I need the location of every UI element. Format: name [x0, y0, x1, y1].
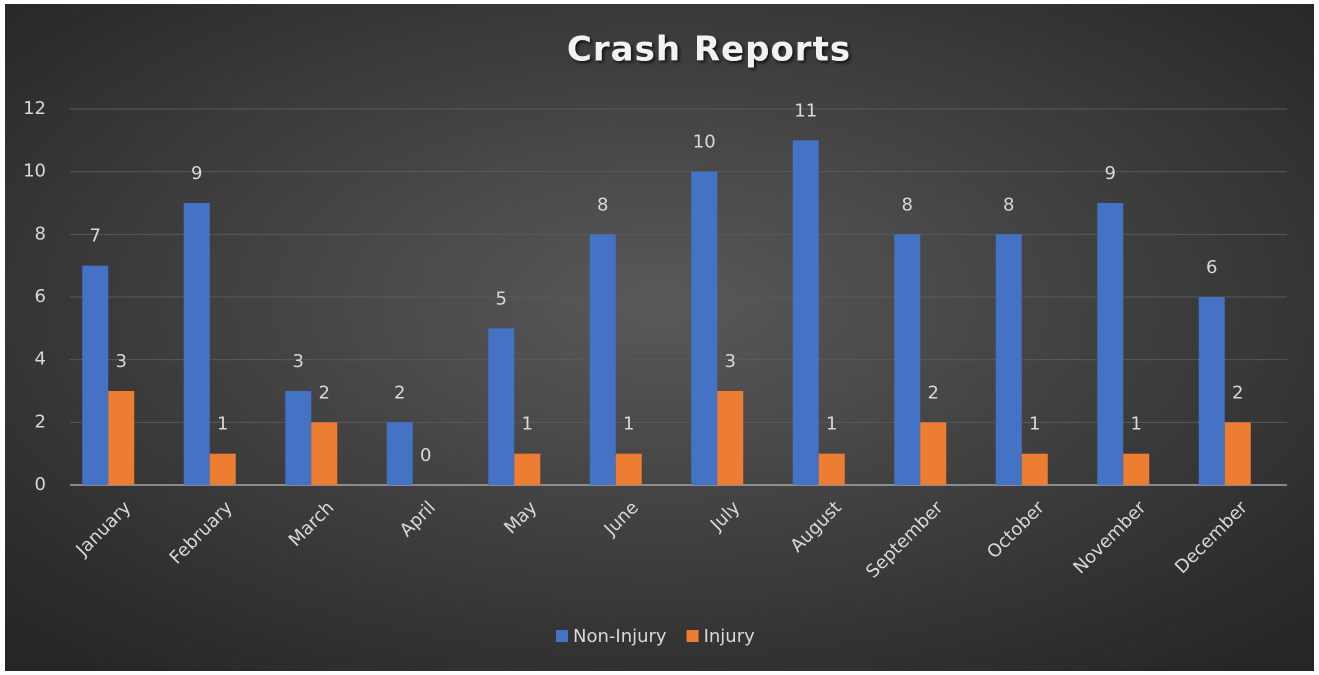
y-tick-label: 4: [35, 349, 46, 370]
legend-label: Injury: [704, 626, 756, 647]
data-label: 1: [1131, 414, 1142, 435]
y-tick-label: 2: [35, 411, 46, 432]
y-tick-label: 10: [23, 161, 46, 182]
y-tick-label: 12: [23, 98, 46, 119]
data-label: 8: [1003, 194, 1014, 215]
chart-background: [5, 4, 1314, 671]
bar: [386, 422, 413, 485]
y-tick-label: 0: [35, 474, 46, 495]
data-label: 1: [623, 414, 634, 435]
data-label: 10: [693, 132, 716, 153]
data-label: 2: [319, 382, 330, 403]
data-label: 1: [826, 414, 837, 435]
bar: [1123, 453, 1150, 485]
bar: [1021, 453, 1048, 485]
data-label: 2: [928, 382, 939, 403]
bar: [209, 453, 236, 485]
legend-swatch: [686, 630, 699, 642]
data-label: 1: [522, 414, 533, 435]
bar: [285, 391, 312, 485]
data-label: 9: [1105, 163, 1116, 184]
data-label: 6: [1206, 257, 1217, 278]
data-label: 8: [902, 194, 913, 215]
bar: [615, 453, 642, 485]
data-label: 3: [293, 351, 304, 372]
bar: [792, 140, 819, 486]
bar: [818, 453, 845, 485]
data-label: 2: [394, 382, 405, 403]
data-label: 5: [496, 288, 507, 309]
data-label: 7: [90, 226, 101, 247]
bar: [82, 265, 109, 485]
bar: [1224, 422, 1251, 485]
bar: [514, 453, 541, 485]
bar: [589, 234, 616, 485]
bar: [311, 422, 338, 485]
bar: [1198, 297, 1225, 485]
chart-title: Crash Reports: [567, 30, 851, 70]
y-tick-label: 8: [35, 223, 46, 244]
bar: [108, 391, 135, 485]
data-label: 3: [116, 351, 127, 372]
legend-label: Non-Injury: [573, 626, 667, 647]
bar: [183, 203, 210, 485]
data-label: 2: [1232, 382, 1243, 403]
legend-swatch: [556, 630, 568, 642]
bar: [894, 234, 921, 485]
bar: [488, 328, 515, 485]
bar: [717, 391, 744, 485]
data-label: 0: [420, 445, 431, 466]
data-label: 11: [794, 100, 817, 121]
bar: [1097, 203, 1124, 485]
data-label: 1: [217, 414, 228, 435]
data-label: 8: [597, 194, 608, 215]
bar: [691, 171, 718, 485]
data-label: 9: [191, 163, 202, 184]
y-tick-label: 6: [35, 286, 46, 307]
bar: [920, 422, 947, 485]
bar: [995, 234, 1022, 485]
data-label: 3: [725, 351, 736, 372]
data-label: 1: [1029, 414, 1040, 435]
